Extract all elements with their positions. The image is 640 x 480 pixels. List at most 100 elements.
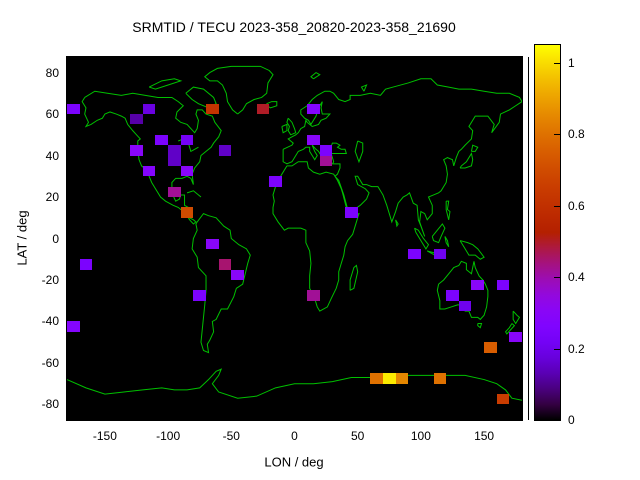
heatmap-cell xyxy=(496,279,510,291)
coastline-path xyxy=(330,143,346,153)
coastline-path xyxy=(149,79,181,89)
coastline-path xyxy=(273,162,359,311)
y-tick-label: -40 xyxy=(41,314,59,329)
heatmap-cell xyxy=(433,248,447,260)
heatmap-cell xyxy=(433,373,447,384)
colorbar-tick-mark xyxy=(554,134,560,136)
plot-right-separator xyxy=(528,57,529,420)
coastline-path xyxy=(478,324,482,328)
heatmap-cell xyxy=(193,290,206,301)
colorbar-tick-mark xyxy=(554,62,560,64)
colorbar-tick-mark xyxy=(554,348,560,350)
y-tick-label: 80 xyxy=(45,65,59,80)
heatmap-cell xyxy=(218,145,232,156)
coastline-path xyxy=(415,228,429,249)
x-tick-label: 0 xyxy=(291,429,298,443)
coastline-path xyxy=(355,141,363,162)
coastline-path xyxy=(445,236,449,246)
y-tick-label: 60 xyxy=(45,107,59,122)
y-tick-label: -80 xyxy=(41,397,59,412)
heatmap-cell xyxy=(319,145,333,156)
coastline-path xyxy=(282,124,287,132)
heatmap-cell xyxy=(155,134,169,146)
colorbar xyxy=(534,44,561,421)
heatmap-cell xyxy=(496,394,510,405)
colorbar-tick-mark xyxy=(554,419,560,420)
coastline-path xyxy=(82,91,221,224)
x-tick-label: -150 xyxy=(92,429,117,443)
coastline-path xyxy=(283,145,340,176)
heatmap-cell xyxy=(168,186,181,197)
x-axis-label: LON / deg xyxy=(264,454,324,470)
x-tick-label: 50 xyxy=(351,429,365,443)
coastline-path xyxy=(335,102,522,237)
heatmap-cell xyxy=(142,165,156,177)
heatmap-cell xyxy=(218,259,232,270)
heatmap-cell xyxy=(130,114,143,125)
coastline-path xyxy=(437,261,488,319)
colorbar-tick-mark xyxy=(554,205,560,207)
heatmap-cell xyxy=(345,207,358,218)
colorbar-tick-label: 1 xyxy=(568,55,575,70)
coastline-path xyxy=(192,214,250,353)
x-tick-label: 150 xyxy=(474,429,495,443)
x-tick-label: -100 xyxy=(156,429,181,443)
heatmap-cell xyxy=(395,373,409,384)
heatmap-cell xyxy=(382,373,396,384)
heatmap-cell xyxy=(180,134,194,146)
heatmap-cell xyxy=(206,238,219,249)
colorbar-tick-label: 0.4 xyxy=(568,270,585,285)
heatmap-cell xyxy=(269,176,282,187)
heatmap-cell xyxy=(180,165,194,177)
heatmap-cell xyxy=(168,145,181,156)
colorbar-tick-mark xyxy=(554,277,560,279)
heatmap-cell xyxy=(206,103,219,115)
coastline-path xyxy=(67,369,522,400)
coastline-path xyxy=(396,220,399,226)
coastline-path xyxy=(513,311,519,323)
x-tick-label: -50 xyxy=(222,429,240,443)
heatmap-cell xyxy=(370,373,383,384)
heatmap-cell xyxy=(130,145,143,156)
colorbar-tick-label: 0.8 xyxy=(568,127,585,142)
heatmap-cell xyxy=(180,207,194,218)
coastline-path xyxy=(460,241,484,260)
coastlines xyxy=(67,57,522,420)
coastline-path xyxy=(350,265,358,290)
heatmap-cell xyxy=(408,248,421,260)
y-tick-label: -60 xyxy=(41,355,59,370)
y-tick-label: -20 xyxy=(41,272,59,287)
coastline-path xyxy=(205,66,273,114)
coastline-path xyxy=(432,224,445,243)
coastline-path xyxy=(506,324,515,334)
heatmap-cell xyxy=(458,300,472,312)
coastline-path xyxy=(187,191,201,197)
y-tick-label: 40 xyxy=(45,148,59,163)
heatmap-cell xyxy=(509,331,522,343)
heatmap-cell xyxy=(231,269,244,280)
heatmap-cell xyxy=(79,259,93,270)
coastline-path xyxy=(460,153,473,168)
chart-title: SRMTID / TECU 2023-358_20820-2023-358_21… xyxy=(132,19,456,35)
heatmap-cell xyxy=(256,103,270,115)
y-tick-label: 0 xyxy=(52,231,59,246)
heatmap-cell xyxy=(307,103,320,115)
heatmap-cell xyxy=(307,134,320,146)
heatmap-cell xyxy=(319,155,333,166)
coastline-path xyxy=(446,201,450,220)
y-tick-label: 20 xyxy=(45,190,59,204)
heatmap-cell xyxy=(446,290,459,301)
x-tick-label: 100 xyxy=(410,429,431,443)
heatmap-cell xyxy=(471,279,485,291)
coastline-path xyxy=(361,85,366,91)
heatmap-cell xyxy=(168,155,181,166)
colorbar-tick-label: 0.2 xyxy=(568,341,585,356)
heatmap-cell xyxy=(67,103,80,115)
heatmap-cell xyxy=(484,342,497,353)
map-plot-area xyxy=(66,56,523,421)
coastline-path xyxy=(311,73,320,79)
coastline-path xyxy=(471,145,477,151)
colorbar-tick-label: 0 xyxy=(568,413,575,427)
coastline-path xyxy=(287,118,296,135)
